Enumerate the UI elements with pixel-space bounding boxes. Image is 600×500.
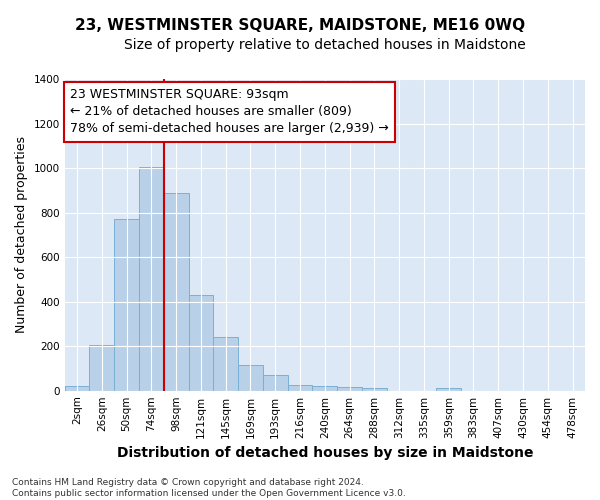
Bar (337, 388, 362, 390)
Y-axis label: Number of detached properties: Number of detached properties (15, 136, 28, 334)
Bar (139, 167, 164, 390)
Bar (362, 388, 387, 390)
Text: 23 WESTMINSTER SQUARE: 93sqm
← 21% of detached houses are smaller (809)
78% of s: 23 WESTMINSTER SQUARE: 93sqm ← 21% of de… (70, 88, 389, 136)
Bar (89, 345, 114, 391)
Bar (313, 386, 337, 390)
Bar (188, 295, 214, 390)
X-axis label: Distribution of detached houses by size in Maidstone: Distribution of detached houses by size … (116, 446, 533, 460)
Text: Contains HM Land Registry data © Crown copyright and database right 2024.
Contai: Contains HM Land Registry data © Crown c… (12, 478, 406, 498)
Bar (436, 388, 461, 390)
Bar (287, 385, 313, 390)
Title: Size of property relative to detached houses in Maidstone: Size of property relative to detached ho… (124, 38, 526, 52)
Bar (238, 365, 263, 390)
Bar (263, 375, 287, 390)
Bar (65, 386, 89, 390)
Bar (214, 338, 238, 390)
Bar (164, 192, 188, 390)
Text: 23, WESTMINSTER SQUARE, MAIDSTONE, ME16 0WQ: 23, WESTMINSTER SQUARE, MAIDSTONE, ME16 … (75, 18, 525, 32)
Bar (114, 220, 139, 390)
